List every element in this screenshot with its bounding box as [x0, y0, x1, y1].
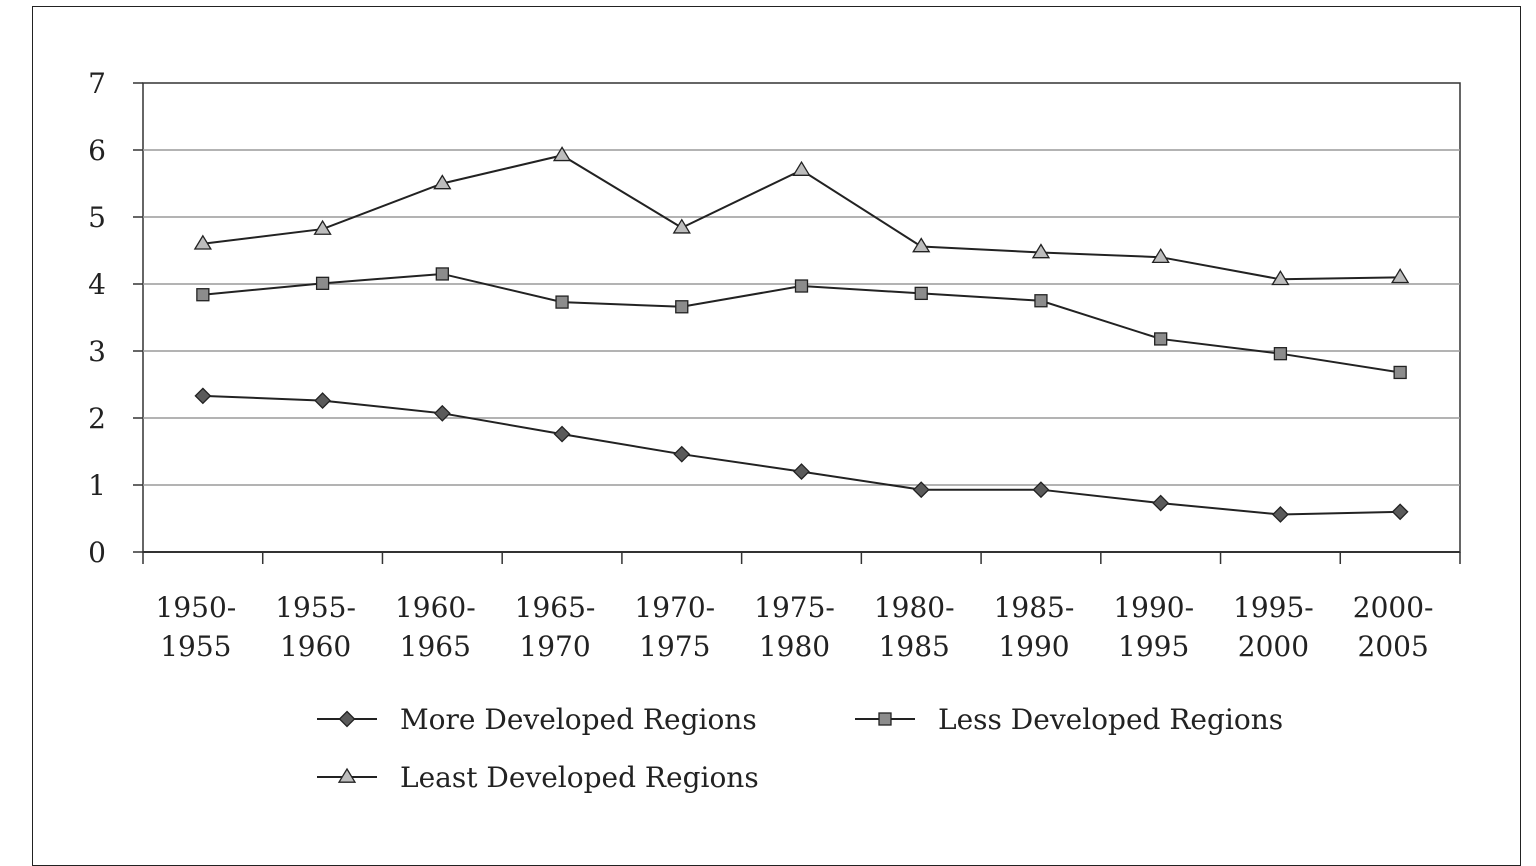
data-point-more-developed-regions: [194, 387, 212, 405]
x-tick-label: 2005: [1358, 630, 1429, 663]
data-point-least-developed-regions: [672, 218, 691, 234]
data-point-least-developed-regions: [912, 237, 931, 253]
x-tick-label: 2000: [1238, 630, 1309, 663]
data-point-least-developed-regions: [792, 160, 811, 176]
y-tick-label: 5: [88, 201, 106, 234]
x-tick-label: 1990-: [1113, 591, 1194, 624]
data-point-least-developed-regions: [1271, 270, 1290, 286]
data-point-less-developed-regions: [1034, 294, 1048, 308]
data-point-more-developed-regions: [1271, 506, 1289, 523]
x-tick-label: 1970-: [634, 591, 715, 624]
x-tick-label: 1965: [400, 630, 471, 663]
data-point-less-developed-regions: [1273, 347, 1288, 361]
legend-label-less-developed-regions: Less Developed Regions: [938, 703, 1283, 736]
data-point-more-developed-regions: [912, 481, 930, 499]
x-tick-label: 1975-: [754, 591, 835, 624]
legend-label-more-developed-regions: More Developed Regions: [400, 703, 757, 736]
x-tick-label: 1995: [1118, 630, 1189, 663]
data-point-more-developed-regions: [793, 463, 810, 481]
x-tick-label: 1980-: [874, 591, 955, 624]
x-tick-label: 1955-: [275, 591, 356, 624]
data-point-less-developed-regions: [315, 276, 330, 290]
x-tick-label: 1950-: [156, 591, 237, 624]
x-tick-label: 1980: [759, 630, 830, 663]
data-point-least-developed-regions: [193, 234, 213, 250]
plot-area: [142, 82, 1461, 553]
data-point-less-developed-regions: [675, 300, 689, 314]
data-point-more-developed-regions: [433, 404, 451, 422]
data-point-more-developed-regions: [1152, 494, 1170, 512]
data-point-more-developed-regions: [1391, 503, 1409, 521]
legend-marker-more-developed-regions: [338, 710, 356, 728]
data-point-less-developed-regions: [794, 279, 809, 293]
x-tick-label: 1990: [998, 630, 1069, 663]
data-point-least-developed-regions: [313, 219, 332, 235]
data-point-least-developed-regions: [552, 146, 572, 162]
y-tick-label: 6: [88, 134, 106, 167]
x-tick-label: 1985: [879, 630, 950, 663]
data-point-less-developed-regions: [914, 286, 928, 301]
data-point-least-developed-regions: [1151, 247, 1170, 264]
y-tick-label: 3: [88, 335, 106, 368]
x-tick-label: 1955: [160, 630, 231, 663]
legend-label-least-developed-regions: Least Developed Regions: [400, 761, 759, 794]
x-tick-label: 1960-: [395, 591, 476, 624]
y-tick-label: 0: [88, 536, 106, 569]
series-line-more-developed-regions: [202, 394, 1401, 516]
data-point-more-developed-regions: [553, 425, 571, 443]
x-tick-label: 1975: [639, 630, 710, 663]
x-tick-label: 1985-: [994, 591, 1075, 624]
data-point-more-developed-regions: [314, 392, 332, 409]
x-tick-label: 1970: [519, 630, 590, 663]
x-tick-label: 1965-: [515, 591, 596, 624]
legend-marker-less-developed-regions: [878, 712, 892, 726]
y-tick-label: 4: [88, 268, 106, 301]
y-tick-label: 2: [88, 402, 106, 435]
x-tick-label: 1995-: [1233, 591, 1314, 624]
data-point-less-developed-regions: [1393, 365, 1407, 380]
data-point-least-developed-regions: [1031, 243, 1051, 259]
data-point-less-developed-regions: [555, 295, 569, 309]
data-point-least-developed-regions: [1390, 268, 1410, 284]
data-point-less-developed-regions: [196, 288, 210, 302]
y-tick-label: 7: [88, 67, 106, 100]
data-point-least-developed-regions: [433, 174, 452, 190]
x-tick-label: 2000-: [1353, 591, 1434, 624]
legend-marker-least-developed-regions: [337, 767, 357, 783]
data-point-more-developed-regions: [1032, 481, 1050, 499]
data-point-less-developed-regions: [435, 267, 449, 281]
data-point-less-developed-regions: [1154, 332, 1168, 346]
data-point-more-developed-regions: [673, 445, 691, 463]
y-tick-label: 1: [88, 469, 106, 502]
x-tick-label: 1960: [280, 630, 351, 663]
